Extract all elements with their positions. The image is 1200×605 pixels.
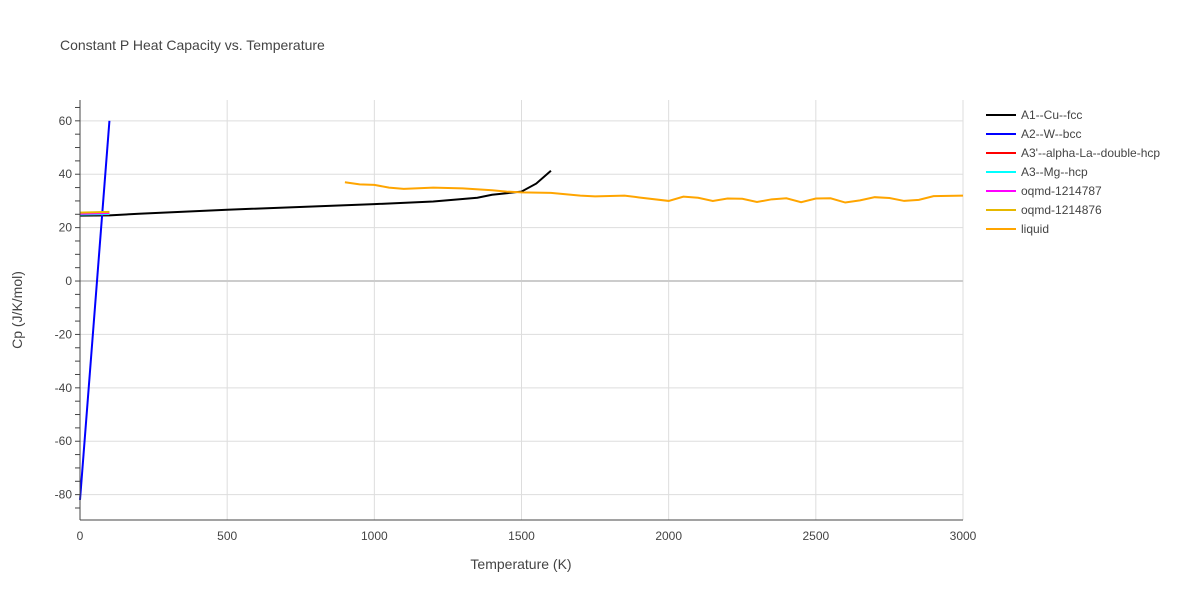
legend-item[interactable]: oqmd-1214876 (1021, 203, 1102, 217)
y-tick-label: -80 (55, 488, 73, 502)
series-line-oqmd-1214787 (79, 211, 110, 215)
series-line-liquid (344, 181, 964, 204)
x-tick-label: 2500 (802, 529, 829, 543)
y-tick-label: -60 (55, 434, 73, 448)
legend-item[interactable]: liquid (1021, 222, 1049, 236)
x-tick-label: 3000 (950, 529, 977, 543)
series-line-A1--Cu--fcc (79, 170, 552, 217)
y-tick-label: -40 (55, 381, 73, 395)
legend-item[interactable]: A3'--alpha-La--double-hcp (1021, 146, 1160, 160)
x-tick-label: 2000 (655, 529, 682, 543)
legend-item[interactable]: A2--W--bcc (1021, 127, 1081, 141)
legend-item[interactable]: oqmd-1214787 (1021, 184, 1102, 198)
x-tick-label: 1500 (508, 529, 535, 543)
chart-title: Constant P Heat Capacity vs. Temperature (60, 37, 325, 53)
y-axis-label: Cp (J/K/mol) (9, 271, 25, 349)
series-line-oqmd-1214876 (79, 210, 110, 214)
x-tick-label: 1000 (361, 529, 388, 543)
y-tick-label: -20 (55, 327, 73, 341)
x-tick-label: 0 (77, 529, 84, 543)
y-tick-label: 0 (65, 274, 72, 288)
legend-item[interactable]: A1--Cu--fcc (1021, 108, 1082, 122)
y-tick-label: 60 (59, 114, 73, 128)
x-axis-label: Temperature (K) (470, 556, 571, 572)
legend-item[interactable]: A3--Mg--hcp (1021, 165, 1088, 179)
y-tick-label: 20 (59, 221, 73, 235)
series-line-A2--W--bcc (79, 120, 111, 501)
y-tick-label: 40 (59, 167, 73, 181)
x-tick-label: 500 (217, 529, 237, 543)
